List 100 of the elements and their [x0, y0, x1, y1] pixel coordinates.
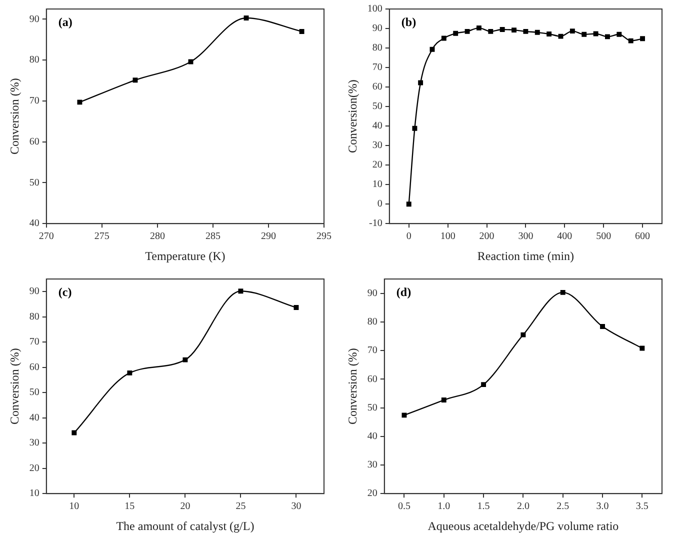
point: [238, 288, 244, 294]
x-tick-label: 270: [38, 231, 54, 242]
y-tick-label: 40: [29, 218, 40, 230]
point: [402, 412, 407, 418]
point: [512, 28, 516, 33]
point: [464, 28, 470, 34]
y-tick-label: 20: [29, 462, 40, 474]
x-tick-label: 280: [150, 231, 165, 242]
point: [476, 25, 482, 30]
y-tick-label: 60: [29, 362, 40, 373]
y-tick-label: 60: [372, 82, 382, 93]
x-tick-label: 25: [236, 501, 246, 512]
x-tick-label: 500: [596, 231, 612, 242]
point: [640, 346, 645, 351]
y-tick-label: 20: [372, 160, 382, 171]
y-tick-label: 100: [367, 4, 382, 15]
x-axis-title: Temperature (K): [145, 248, 226, 263]
point: [520, 332, 526, 338]
point: [605, 34, 610, 40]
y-axis-title: Conversion (%): [7, 78, 22, 154]
x-tick-label: 10: [69, 501, 80, 512]
x-tick-label: 300: [518, 231, 534, 242]
point: [418, 80, 424, 86]
x-tick-label: 0: [406, 231, 412, 242]
point: [441, 36, 446, 41]
point: [412, 126, 418, 131]
point: [299, 29, 304, 34]
point: [546, 31, 552, 36]
point: [560, 290, 566, 295]
x-tick-label: 2.0: [516, 501, 530, 512]
y-tick-label: 70: [29, 336, 40, 348]
y-tick-label: 10: [29, 488, 40, 500]
y-tick-label: 70: [29, 96, 40, 107]
x-axis-title: Reaction time (min): [477, 248, 574, 263]
annotation: (d): [396, 285, 412, 300]
y-tick-label: 10: [372, 179, 382, 190]
y-tick-label: 0: [377, 198, 382, 210]
y-tick-label: 50: [372, 101, 382, 112]
y-axis-title: Conversion (%): [7, 348, 22, 424]
y-tick-label: -10: [369, 218, 382, 230]
y-tick-label: 90: [367, 288, 378, 299]
point: [523, 28, 528, 34]
y-tick-label: 90: [29, 14, 40, 25]
y-axis-title: Conversion (%): [345, 348, 360, 424]
y-tick-label: 80: [29, 54, 40, 66]
point: [558, 34, 564, 39]
point: [244, 16, 249, 20]
point: [616, 32, 622, 37]
y-tick-label: 30: [372, 140, 382, 152]
y-tick-label: 80: [372, 42, 382, 54]
point: [488, 28, 494, 34]
y-tick-label: 20: [367, 488, 378, 500]
point: [570, 28, 575, 34]
y-tick-label: 50: [367, 402, 378, 414]
x-tick-label: 30: [291, 501, 302, 512]
y-tick-label: 40: [29, 412, 40, 424]
point: [593, 31, 598, 36]
x-tick-label: 3.5: [636, 501, 648, 512]
point: [441, 398, 446, 403]
y-tick-label: 50: [29, 387, 40, 398]
y-tick-label: 80: [29, 311, 40, 322]
point: [72, 430, 77, 436]
point: [132, 78, 138, 83]
point: [582, 32, 587, 37]
y-tick-label: 60: [29, 136, 40, 148]
point: [640, 36, 646, 42]
y-tick-label: 70: [372, 62, 382, 74]
point: [628, 38, 634, 44]
point: [534, 30, 540, 35]
x-tick-label: 275: [94, 231, 110, 242]
x-tick-label: 20: [180, 501, 190, 512]
x-tick-label: 600: [635, 231, 650, 242]
y-tick-label: 70: [367, 345, 378, 356]
annotation: (b): [401, 15, 416, 30]
x-tick-label: 295: [316, 231, 332, 242]
point: [500, 27, 505, 32]
y-tick-label: 30: [367, 460, 378, 471]
x-tick-label: 400: [557, 231, 572, 242]
point: [294, 305, 299, 310]
x-tick-label: 3.0: [596, 501, 609, 512]
x-tick-label: 285: [205, 231, 220, 242]
y-tick-label: 90: [372, 23, 382, 34]
y-tick-label: 50: [29, 177, 40, 188]
x-axis-title: Aqueous acetaldehyde/PG volume ratio: [428, 518, 619, 533]
x-tick-label: 290: [260, 231, 276, 242]
x-tick-label: 2.5: [556, 501, 570, 512]
y-tick-label: 80: [367, 316, 378, 328]
annotation: (c): [58, 285, 72, 300]
point: [406, 202, 412, 207]
annotation: (a): [58, 15, 72, 30]
x-tick-label: 15: [124, 501, 135, 512]
y-tick-label: 40: [372, 120, 382, 132]
point: [77, 100, 82, 105]
x-tick-label: 200: [479, 231, 494, 242]
x-tick-label: 1.0: [438, 501, 450, 512]
y-tick-label: 40: [367, 431, 378, 442]
y-tick-label: 90: [29, 286, 40, 298]
y-tick-label: 60: [367, 374, 378, 385]
point: [430, 46, 435, 52]
x-axis-title: The amount of catalyst (g/L): [116, 518, 254, 533]
